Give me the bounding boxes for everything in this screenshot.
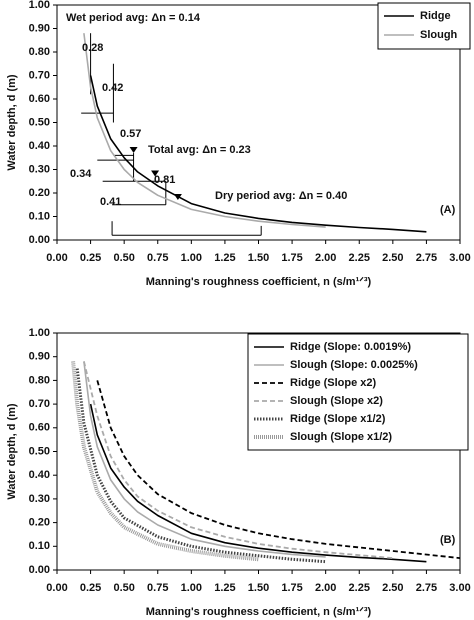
- panel: 0.00 0.10 0.20 0.30 0.40 0.50 0.60 0.70 0.80 0.90…: [6, 0, 471, 288]
- legend-label: Slough (Slope: 0.0025%): [290, 359, 418, 371]
- x-tick-label: 0.00: [46, 252, 67, 264]
- y-tick-label: 0.90: [29, 351, 50, 363]
- annotation: 0.42: [102, 82, 123, 94]
- x-tick-label: 1.75: [281, 252, 302, 264]
- y-tick-label: 0.00: [29, 234, 50, 246]
- x-tick-label: 1.50: [248, 252, 269, 264]
- arrowhead: [129, 147, 138, 154]
- x-tick-label: 2.75: [416, 582, 437, 594]
- legend-label: Ridge (Slope x2): [290, 377, 377, 389]
- arrowhead: [151, 170, 160, 177]
- series-line: [71, 361, 259, 562]
- series-line: [96, 380, 461, 559]
- y-tick-label: 0.40: [29, 469, 50, 481]
- x-tick-label: 2.00: [315, 582, 336, 594]
- x-tick-label: 0.75: [147, 582, 168, 594]
- y-tick-label: 0.70: [29, 69, 50, 81]
- x-tick-label: 1.50: [248, 582, 269, 594]
- x-tick-label: 0.50: [113, 252, 134, 264]
- series-line: [83, 361, 326, 558]
- x-tick-label: 1.00: [181, 252, 202, 264]
- annotation: (A): [440, 204, 456, 216]
- x-tick-label: 2.25: [349, 252, 370, 264]
- series-line: [75, 368, 326, 564]
- y-axis-label: Water depth, d (m): [6, 74, 18, 170]
- x-tick-label: 3.00: [449, 252, 470, 264]
- x-tick-label: 3.00: [449, 582, 470, 594]
- x-axis-label: Manning's roughness coefficient, n (s/m¹…: [146, 276, 372, 288]
- x-tick-label: 1.00: [181, 582, 202, 594]
- y-tick-label: 0.20: [29, 517, 50, 529]
- annotation: (B): [440, 534, 456, 546]
- x-tick-label: 1.75: [281, 582, 302, 594]
- annotation: 0.41: [100, 196, 121, 208]
- series-line: [89, 75, 427, 233]
- annotation: 0.28: [82, 42, 103, 54]
- y-tick-label: 0.50: [29, 445, 50, 457]
- legend-box: [377, 2, 471, 50]
- legend-label: Slough (Slope x2): [290, 395, 383, 407]
- y-tick-label: 0.80: [29, 46, 50, 58]
- y-tick-label: 0.60: [29, 422, 50, 434]
- y-tick-label: 1.00: [29, 0, 50, 11]
- x-axis-label: Manning's roughness coefficient, n (s/m¹…: [146, 606, 372, 618]
- x-tick-label: 2.75: [416, 252, 437, 264]
- legend-label: Slough (Slope x1/2): [290, 431, 392, 443]
- series-line: [89, 403, 427, 563]
- panel: 0.00 0.10 0.20 0.30 0.40 0.50 0.60 0.70 0.80 0.90…: [6, 327, 471, 618]
- y-tick-label: 0.40: [29, 140, 50, 152]
- x-tick-label: 2.50: [382, 252, 403, 264]
- x-tick-label: 1.25: [214, 582, 235, 594]
- annotation: Total avg: Δn = 0.23: [148, 144, 251, 156]
- y-axis-label: Water depth, d (m): [6, 403, 18, 499]
- annotation: Dry period avg: Δn = 0.40: [215, 190, 347, 202]
- legend-label: Ridge (Slope: 0.0019%): [290, 341, 411, 353]
- y-tick-label: 0.00: [29, 564, 50, 576]
- x-tick-label: 2.00: [315, 252, 336, 264]
- y-tick-label: 0.20: [29, 187, 50, 199]
- annotation: 0.34: [70, 168, 92, 180]
- y-tick-label: 0.90: [29, 22, 50, 34]
- y-tick-label: 0.10: [29, 540, 50, 552]
- annotation: Wet period avg: Δn = 0.14: [66, 12, 201, 24]
- legend-label: Ridge (Slope x1/2): [290, 413, 386, 425]
- y-tick-label: 0.80: [29, 374, 50, 386]
- legend-box: [247, 333, 469, 451]
- y-tick-label: 0.30: [29, 493, 50, 505]
- y-tick-label: 0.70: [29, 398, 50, 410]
- y-tick-label: 1.00: [29, 327, 50, 339]
- x-tick-label: 1.25: [214, 252, 235, 264]
- x-tick-label: 2.25: [349, 582, 370, 594]
- x-tick-label: 0.00: [46, 582, 67, 594]
- series-line: [83, 361, 393, 559]
- x-tick-label: 0.25: [80, 252, 101, 264]
- annotation: 0.57: [120, 128, 141, 140]
- y-tick-label: 0.10: [29, 210, 50, 222]
- legend-label: Ridge: [420, 10, 451, 22]
- x-tick-label: 0.25: [80, 582, 101, 594]
- x-tick-label: 0.50: [113, 582, 134, 594]
- y-tick-label: 0.60: [29, 93, 50, 105]
- y-tick-label: 0.50: [29, 116, 50, 128]
- y-tick-label: 0.30: [29, 163, 50, 175]
- x-tick-label: 0.75: [147, 252, 168, 264]
- x-tick-label: 2.50: [382, 582, 403, 594]
- series-line: [83, 33, 326, 228]
- legend-label: Slough: [420, 29, 458, 41]
- annotation: 0.81: [154, 174, 175, 186]
